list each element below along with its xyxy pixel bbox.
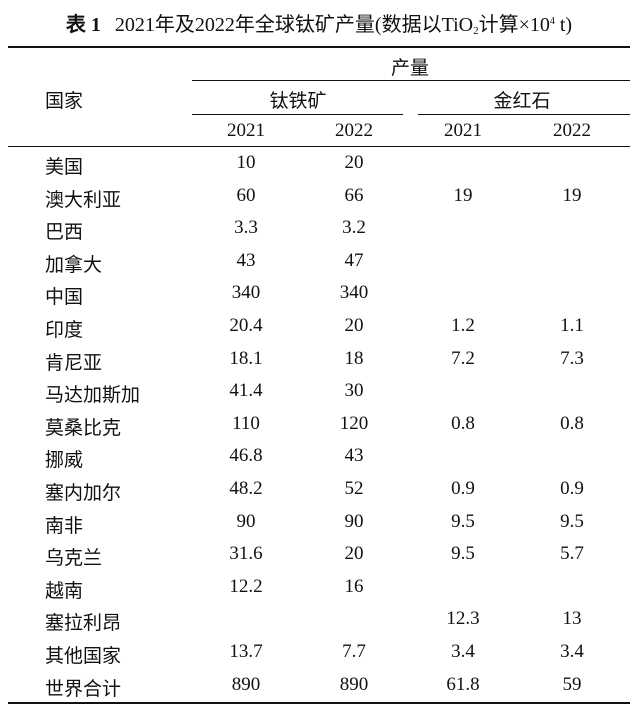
value-cell: 890	[231, 673, 261, 695]
country-cell: 世界合计	[45, 678, 122, 700]
country-cell: 澳大利亚	[45, 189, 122, 211]
country-cell: 南非	[45, 515, 84, 537]
value-cell: 7.3	[560, 347, 584, 369]
value-cell: 20	[344, 152, 364, 173]
table-number: 表 1	[65, 14, 101, 36]
value-cell: 90	[344, 510, 364, 532]
value-cell: 3.3	[234, 217, 258, 239]
value-cell: 30	[344, 380, 364, 402]
country-cell: 塞拉利昂	[45, 613, 122, 635]
country-cell: 塞内加尔	[45, 483, 122, 504]
country-cell: 加拿大	[45, 254, 103, 276]
value-cell: 340	[339, 282, 369, 304]
value-cell: 18.1	[229, 347, 263, 369]
value-cell: 3.2	[342, 217, 366, 239]
value-cell: 3.4	[560, 641, 584, 662]
caption-superscript: 4	[549, 16, 555, 27]
value-cell: 48.2	[229, 478, 263, 499]
rutile-rule	[418, 114, 630, 115]
value-cell: 61.8	[446, 673, 480, 695]
country-cell: 挪威	[45, 450, 84, 472]
value-cell: 0.8	[560, 412, 584, 434]
header-year: 2022	[553, 120, 591, 141]
country-cell: 其他国家	[45, 646, 122, 667]
country-cell: 印度	[45, 320, 84, 341]
caption-subscript: 2	[473, 25, 479, 37]
value-cell: 47	[344, 249, 364, 271]
header-production: 产量	[390, 58, 430, 79]
value-cell: 31.6	[229, 543, 263, 565]
caption-text: 2021年及2022年全球钛矿产量(数据以TiO	[114, 14, 474, 36]
country-cell: 莫桑比克	[45, 417, 122, 439]
value-cell: 0.8	[451, 412, 475, 434]
value-cell: 5.7	[560, 543, 584, 565]
value-cell: 9.5	[451, 510, 475, 532]
header-country: 国家	[45, 91, 84, 112]
value-cell: 60	[236, 184, 256, 206]
value-cell: 41.4	[229, 380, 263, 402]
country-cell: 中国	[45, 287, 84, 309]
value-cell: 20	[344, 315, 364, 336]
header-rule	[192, 80, 630, 81]
value-cell: 52	[344, 478, 364, 499]
value-cell: 110	[232, 412, 260, 434]
value-cell: 890	[339, 673, 369, 695]
country-cell: 巴西	[45, 222, 84, 244]
value-cell: 90	[236, 510, 256, 532]
header-rutile: 金红石	[493, 91, 551, 112]
value-cell: 16	[344, 575, 364, 597]
value-cell: 3.4	[451, 641, 475, 662]
value-cell: 19	[453, 184, 473, 206]
value-cell: 59	[562, 673, 582, 695]
value-cell: 13	[562, 608, 582, 630]
value-cell: 18	[344, 347, 364, 369]
value-cell: 340	[231, 282, 261, 304]
top-rule	[8, 46, 630, 48]
header-year: 2021	[444, 120, 482, 141]
country-cell: 肯尼亚	[45, 352, 103, 374]
value-cell: 66	[344, 184, 364, 206]
value-cell: 120	[339, 412, 369, 434]
value-cell: 0.9	[560, 478, 584, 499]
value-cell: 9.5	[560, 510, 584, 532]
value-cell: 7.2	[451, 347, 475, 369]
value-cell: 12.2	[229, 575, 263, 597]
caption-text-3: t)	[554, 14, 573, 36]
header-ilmenite: 钛铁矿	[269, 91, 327, 112]
ilmenite-rule	[192, 114, 403, 115]
caption-text-2: 计算×10	[478, 14, 550, 36]
country-cell: 马达加斯加	[45, 385, 141, 407]
value-cell: 1.2	[451, 315, 475, 336]
header-year: 2021	[227, 120, 265, 141]
value-cell: 46.8	[229, 445, 263, 467]
value-cell: 1.1	[560, 315, 584, 336]
value-cell: 9.5	[451, 543, 475, 565]
value-cell: 13.7	[229, 641, 263, 662]
bottom-rule	[8, 702, 630, 704]
value-cell: 43	[236, 249, 256, 271]
header-year: 2022	[335, 120, 373, 141]
header-bottom-rule	[8, 146, 630, 147]
country-cell: 越南	[45, 580, 84, 602]
value-cell: 19	[562, 184, 582, 206]
country-cell: 乌克兰	[45, 548, 103, 570]
value-cell: 7.7	[342, 641, 366, 662]
value-cell: 12.3	[446, 608, 480, 630]
table-caption: 表 1 2021年及2022年全球钛矿产量(数据以TiO2计算×104 t)	[0, 8, 638, 37]
value-cell: 0.9	[451, 478, 475, 499]
value-cell: 20	[344, 543, 364, 565]
value-cell: 20.4	[229, 315, 263, 336]
value-cell: 43	[344, 445, 364, 467]
country-cell: 美国	[45, 157, 84, 178]
value-cell: 10	[236, 152, 256, 173]
